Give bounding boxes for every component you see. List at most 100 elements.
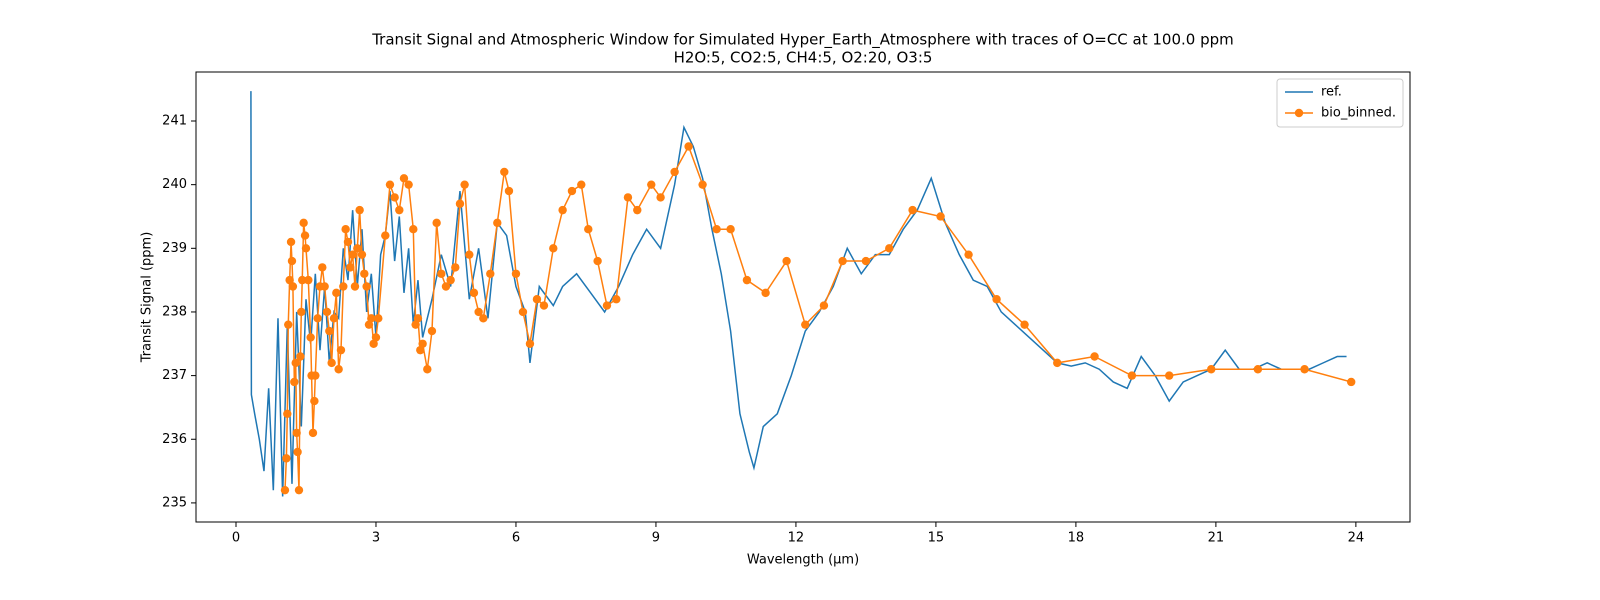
series-marker: [567, 186, 577, 196]
series-marker: [343, 237, 353, 247]
series-marker: [504, 186, 514, 196]
series-marker: [325, 326, 334, 336]
series-marker: [355, 205, 364, 215]
series-marker: [320, 282, 329, 291]
series-marker: [341, 225, 350, 234]
series-marker: [327, 358, 336, 368]
series-marker: [455, 199, 465, 208]
series-marker: [339, 282, 348, 291]
x-tick-label: 0: [232, 531, 240, 546]
series-marker: [395, 205, 404, 215]
series-marker: [409, 225, 418, 234]
series-marker: [549, 244, 558, 253]
series-marker: [283, 409, 292, 418]
series-marker: [518, 307, 528, 317]
series-marker: [1127, 371, 1137, 380]
series-marker: [819, 301, 829, 310]
series-marker: [298, 275, 307, 285]
series-marker: [308, 428, 318, 438]
series-marker: [1165, 371, 1174, 380]
series-marker: [525, 339, 535, 348]
series-marker: [329, 314, 339, 323]
series-marker: [432, 218, 441, 228]
series-marker: [404, 180, 413, 189]
series-marker: [346, 263, 355, 272]
series-marker: [441, 282, 451, 291]
series-marker: [290, 377, 299, 387]
series-marker: [300, 231, 310, 240]
chart-title: Transit Signal and Atmospheric Window fo…: [371, 31, 1234, 50]
series-marker: [1090, 352, 1099, 361]
series-marker: [332, 288, 341, 298]
series-marker: [623, 193, 633, 202]
series-marker: [311, 371, 320, 380]
x-tick-label: 6: [512, 531, 520, 546]
x-tick-label: 24: [1348, 531, 1365, 546]
y-tick-label: 240: [162, 177, 187, 192]
series-marker: [360, 269, 369, 278]
series-marker: [437, 269, 446, 278]
series-marker: [670, 167, 679, 177]
series-marker: [1053, 358, 1062, 368]
series-marker: [936, 212, 945, 221]
series-marker: [288, 282, 298, 291]
series-marker: [633, 205, 642, 215]
series-marker: [593, 256, 602, 266]
series-marker: [282, 454, 291, 463]
legend-box: [1276, 78, 1404, 128]
series-marker: [908, 205, 917, 215]
x-tick-label: 9: [652, 531, 660, 546]
series-marker: [350, 282, 360, 291]
series-marker: [411, 320, 420, 329]
series-marker: [698, 180, 707, 189]
series-marker: [310, 396, 319, 406]
series-marker: [280, 485, 290, 495]
series-marker: [416, 345, 425, 355]
series-marker: [297, 307, 306, 317]
series-marker: [357, 250, 367, 259]
x-tick-label: 21: [1208, 531, 1225, 546]
y-axis-label: Transit Signal (ppm): [140, 232, 155, 364]
x-axis-label: Wavelength (μm): [747, 553, 859, 568]
x-tick-label: 3: [372, 531, 380, 546]
series-marker: [451, 263, 460, 272]
series-marker: [390, 193, 399, 202]
series-marker: [964, 250, 973, 259]
series-marker: [500, 167, 509, 177]
plot-frame: [195, 71, 1411, 523]
series-marker: [287, 256, 297, 266]
series-marker: [782, 256, 791, 266]
series-marker: [1300, 365, 1309, 374]
y-tick-label: 237: [162, 368, 187, 383]
series-marker: [322, 307, 332, 317]
y-tick-label: 238: [162, 304, 187, 319]
x-tick-label: 12: [788, 531, 805, 546]
series-marker: [381, 231, 390, 240]
series-marker: [336, 345, 346, 355]
series-marker: [584, 225, 593, 234]
series-marker: [423, 365, 432, 374]
series-marker: [558, 205, 567, 215]
series-marker: [992, 295, 1001, 304]
series-marker: [367, 314, 376, 323]
series-marker: [304, 275, 313, 285]
series-marker: [296, 352, 305, 361]
series-marker: [885, 244, 894, 253]
series-marker: [647, 180, 656, 189]
y-tick-label: 239: [162, 241, 187, 256]
series-marker: [838, 256, 847, 266]
series-marker: [399, 174, 409, 183]
x-tick-label: 18: [1068, 531, 1085, 546]
series-marker: [371, 333, 381, 342]
series-marker: [292, 428, 301, 438]
series-marker: [742, 275, 752, 285]
series-marker: [460, 180, 469, 189]
series-marker: [1207, 365, 1216, 374]
series-marker: [684, 142, 693, 151]
legend-label: bio_binned.: [1321, 106, 1396, 121]
series-marker: [1253, 365, 1263, 374]
series-marker: [286, 237, 296, 247]
series-marker: [291, 358, 300, 368]
series-marker: [334, 365, 343, 374]
series-marker: [486, 269, 495, 278]
